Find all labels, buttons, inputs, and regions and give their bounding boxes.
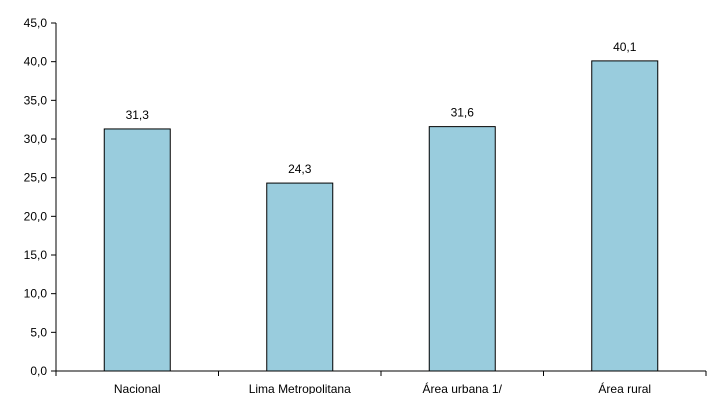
bar-value-label: 40,1 — [613, 40, 637, 54]
y-tick-label: 30,0 — [24, 132, 48, 146]
data-labels: 31,3 24,3 31,6 40,1 — [126, 40, 637, 176]
x-category-label: Área urbana 1/ — [423, 381, 503, 394]
x-category-label: Nacional — [114, 382, 161, 394]
x-category-label: Área rural — [598, 381, 651, 394]
y-tick-label: 0,0 — [30, 364, 47, 378]
y-tick-label: 20,0 — [24, 209, 48, 223]
bar — [103, 128, 171, 372]
y-axis: 0,0 5,0 10,0 15,0 20,0 25,0 30,0 35,0 40,0 45,0 — [24, 16, 57, 378]
y-tick-label: 25,0 — [24, 171, 48, 185]
y-tick-label: 10,0 — [24, 287, 48, 301]
bar — [591, 60, 659, 372]
y-tick-label: 5,0 — [30, 325, 47, 339]
bar-value-label: 31,3 — [126, 108, 150, 122]
y-tick-label: 35,0 — [24, 93, 48, 107]
bar — [428, 126, 496, 372]
bar — [266, 182, 334, 372]
bar-value-label: 31,6 — [451, 106, 475, 120]
y-tick-label: 45,0 — [24, 16, 48, 30]
x-axis: Nacional Lima Metropolitana Área urbana 1/… — [55, 370, 707, 394]
bars — [103, 60, 659, 372]
y-tick-label: 15,0 — [24, 248, 48, 262]
bar-value-label: 24,3 — [288, 162, 312, 176]
y-tick-label: 40,0 — [24, 55, 48, 69]
x-category-label: Lima Metropolitana — [249, 382, 351, 394]
